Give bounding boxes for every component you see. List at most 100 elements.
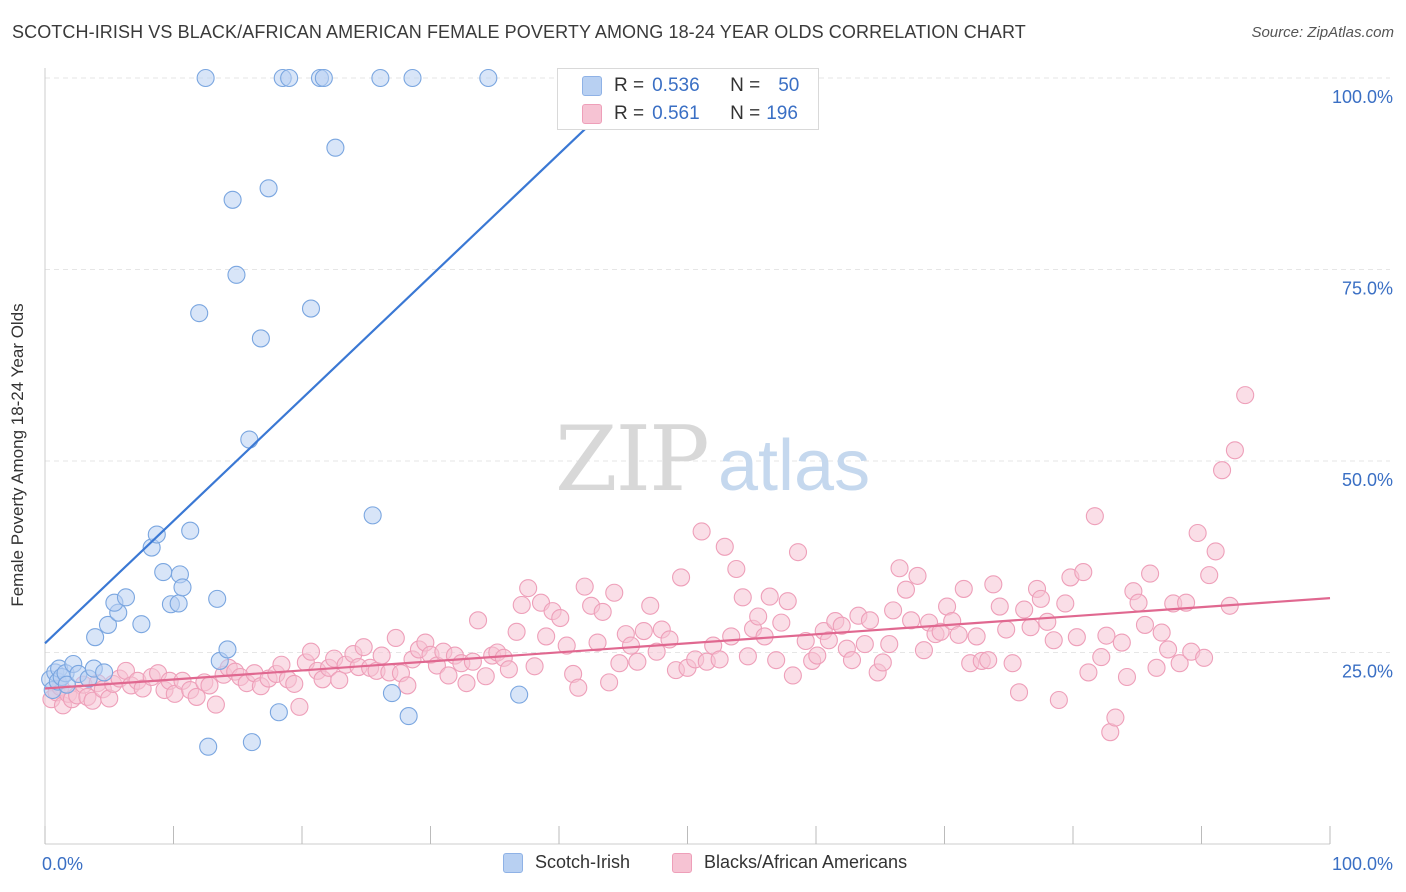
legend-swatch-blue [582,76,602,96]
x-tick-label: 100.0% [1332,854,1393,874]
data-point [301,642,321,661]
data-point [537,627,556,646]
series-blacks-african-americans [42,386,1255,742]
data-point [1117,667,1137,687]
data-point [507,622,526,641]
data-point [600,673,619,692]
stats-row-blacks: R = 0.561 N = 196 [582,101,798,127]
data-point [672,568,691,587]
data-point [1097,626,1116,645]
data-point [510,685,529,704]
data-point [223,190,242,209]
data-point [880,635,899,654]
data-point [733,588,752,607]
data-point [1031,589,1050,608]
data-point [738,647,757,666]
data-point [783,666,802,685]
data-point [605,583,624,602]
data-point [326,138,345,157]
data-point [884,601,903,620]
y-tick-labels: 25.0% 50.0% 75.0% 100.0% [1332,87,1393,682]
data-point [399,707,418,726]
stats-row-scotch-irish: R = 0.536 N = 50 [582,73,799,99]
data-point [1074,563,1093,582]
data-point [710,650,729,669]
data-point [173,578,192,597]
data-point [1067,628,1086,647]
data-point [1135,615,1155,634]
data-point [855,635,874,654]
data-point [990,597,1009,616]
data-point [593,602,612,621]
svg-text:atlas: atlas [718,426,870,506]
data-point [519,579,538,598]
trendline-pink [44,597,1331,690]
data-point [218,640,237,659]
data-point [57,675,76,694]
series-scotch-irish [41,68,746,756]
data-point [468,611,488,630]
data-point [206,695,225,714]
svg-text:ZIP: ZIP [555,407,708,512]
y-axis-label: Female Poverty Among 18-24 Year Olds [8,303,27,607]
r-value: 0.536 [652,75,700,96]
data-point [285,674,304,693]
legend-item-blacks: Blacks/African Americans [672,852,907,873]
n-label: N = [730,103,761,124]
data-point [190,304,209,323]
data-point [832,616,851,635]
data-point [1009,683,1029,702]
data-point [1129,593,1148,612]
data-point [463,652,482,671]
n-value: 50 [778,75,800,96]
data-point [499,660,518,679]
data-point [476,667,495,686]
data-point [808,646,827,665]
data-point [290,697,309,716]
data-point [647,642,666,661]
data-point [371,68,390,88]
data-point [240,430,259,449]
data-point [557,636,576,655]
data-point [1225,441,1244,460]
data-point [628,652,647,671]
legend-swatch-pink [582,104,602,124]
data-point [954,579,973,598]
data-point [1003,654,1022,673]
data-point [479,68,498,88]
stats-legend: R = 0.536 N = 50 R = 0.561 N = 196 [557,68,819,130]
data-point [227,265,246,284]
y-tick-label: 100.0% [1332,87,1393,107]
data-point [984,575,1003,594]
y-tick-label: 25.0% [1342,662,1393,682]
data-point [692,522,711,541]
data-point [403,68,422,88]
data-point [1170,654,1189,673]
data-point [1147,658,1166,677]
data-point [760,587,779,606]
data-point [372,646,391,665]
data-point [1106,708,1125,727]
trendlines [44,77,1331,690]
data-point [860,611,880,630]
legend-swatch-pink [672,852,692,873]
data-point [280,68,299,88]
data-point [890,559,909,578]
data-point [363,506,382,525]
n-value: 196 [766,103,798,124]
data-point [1152,623,1171,642]
data-point [269,703,288,722]
data-point [1092,648,1111,667]
data-point [301,299,321,318]
data-point [86,628,105,647]
data-point [778,592,797,611]
legend-label: Blacks/African Americans [704,852,908,872]
data-point [575,577,594,596]
data-point [788,543,808,562]
data-point [1044,631,1063,650]
data-point [251,329,270,348]
data-point [569,678,588,697]
legend-swatch-blue [503,852,523,873]
r-label: R = [614,75,645,96]
data-point [200,676,219,695]
